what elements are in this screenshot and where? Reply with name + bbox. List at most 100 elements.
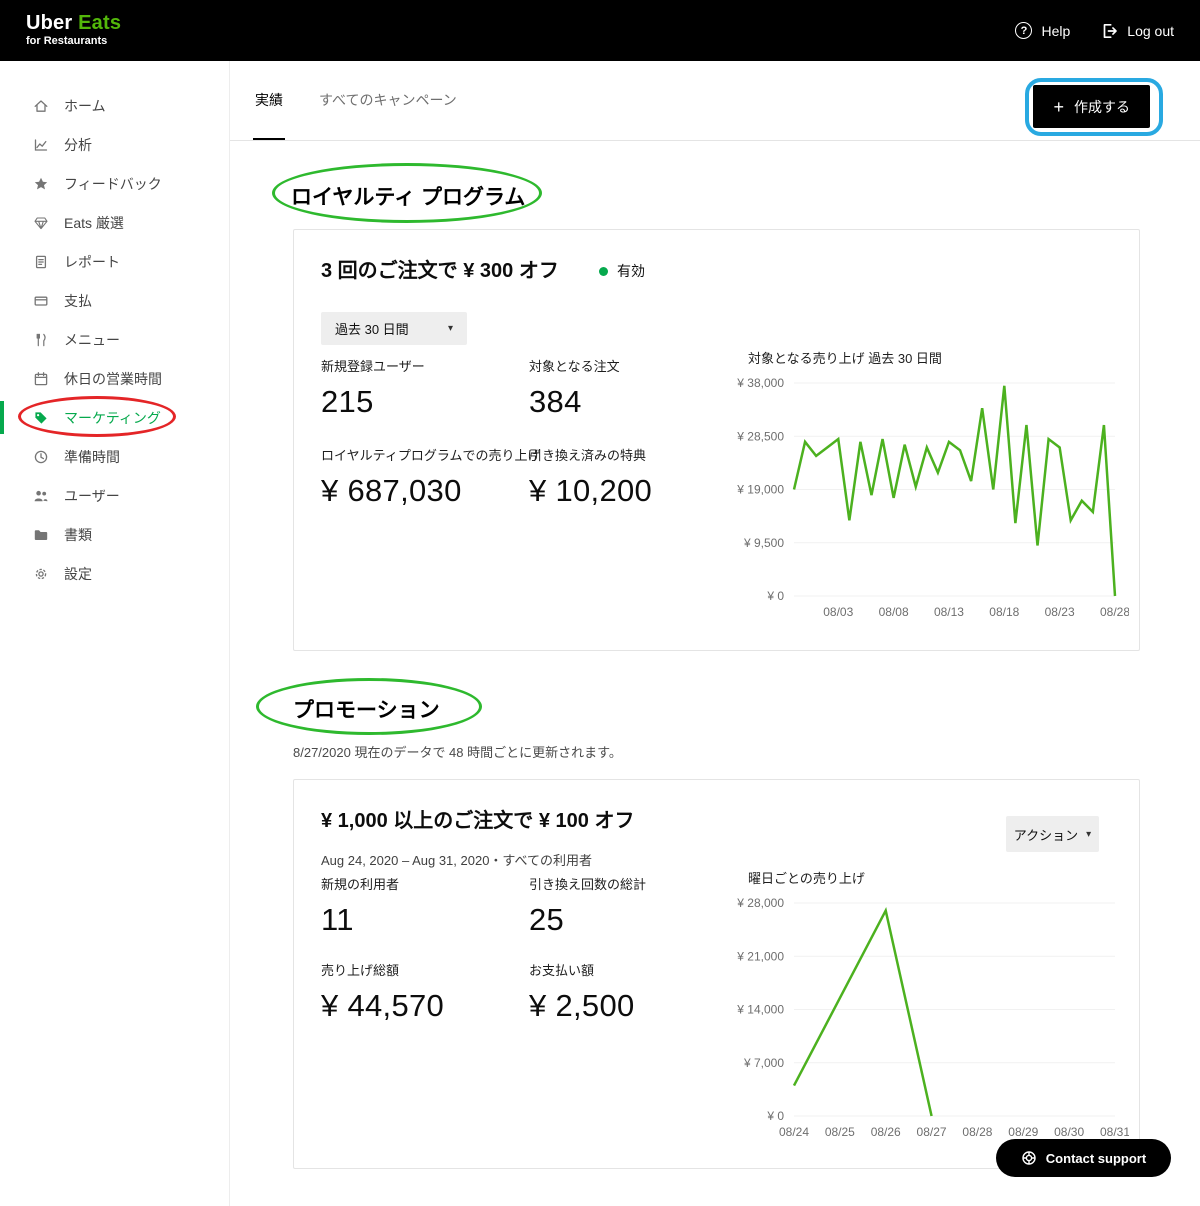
- sidebar-item-label: マーケティング: [64, 409, 161, 426]
- promotion-card: ¥ 1,000 以上のご注文で ¥ 100 オフ アクション ▾ Aug 24,…: [293, 779, 1140, 1169]
- sidebar-item-users[interactable]: ユーザー: [0, 476, 229, 515]
- sidebar-item-reports[interactable]: レポート: [0, 242, 229, 281]
- status-dot-icon: [599, 266, 608, 276]
- svg-text:08/28: 08/28: [962, 1125, 992, 1139]
- sidebar-item-label: 分析: [64, 136, 92, 153]
- stat-value: 11: [321, 902, 354, 937]
- tab-performance[interactable]: 実績: [253, 61, 285, 140]
- create-button-label: 作成する: [1074, 98, 1130, 115]
- promotion-card-title: ¥ 1,000 以上のご注文で ¥ 100 オフ: [321, 810, 635, 832]
- date-range-dropdown[interactable]: 過去 30 日間 ▾: [321, 312, 467, 345]
- stat-label: 対象となる注文: [529, 359, 620, 374]
- loyalty-sales-line-chart: ¥ 0 ¥ 9,500 ¥ 19,000 ¥ 28,500 ¥ 38,000 08/03 0…: [736, 376, 1129, 619]
- sidebar-item-label: 支払: [64, 292, 92, 309]
- sidebar-item-menu[interactable]: メニュー: [0, 320, 229, 359]
- action-dropdown[interactable]: アクション ▾: [1006, 816, 1099, 852]
- contact-support-label: Contact support: [1045, 1150, 1147, 1166]
- tab-all-campaigns[interactable]: すべてのキャンペーン: [317, 61, 459, 140]
- promotion-sales-line-chart: ¥ 0 ¥ 7,000 ¥ 14,000 ¥ 21,000 ¥ 28,000 08/24 0…: [736, 896, 1129, 1139]
- loyalty-section-title: ロイヤルティ プログラム: [291, 186, 526, 209]
- logout-button[interactable]: Log out: [1100, 22, 1174, 40]
- sidebar-item-analytics[interactable]: 分析: [0, 125, 229, 164]
- stat-label: 新規登録ユーザー: [321, 359, 425, 374]
- svg-text:08/28: 08/28: [1100, 605, 1129, 619]
- sidebar-item-label: メニュー: [64, 331, 120, 348]
- svg-text:¥ 0: ¥ 0: [766, 1109, 784, 1123]
- sidebar-item-feedback[interactable]: フィードバック: [0, 164, 229, 203]
- svg-text:08/13: 08/13: [934, 605, 964, 619]
- sidebar-item-holiday-hours[interactable]: 休日の営業時間: [0, 359, 229, 398]
- stat-label: 引き換え済みの特典: [529, 448, 647, 463]
- sidebar-item-payments[interactable]: 支払: [0, 281, 229, 320]
- stat-label: 売り上げ総額: [321, 963, 400, 978]
- chevron-down-icon: ▾: [447, 323, 453, 334]
- sidebar-item-eats-select[interactable]: Eats 厳選: [0, 203, 229, 242]
- sidebar-item-prep-time[interactable]: 準備時間: [0, 437, 229, 476]
- stat-new-customers: 新規の利用者 11: [321, 874, 399, 938]
- svg-text:08/25: 08/25: [825, 1125, 855, 1139]
- sidebar-item-documents[interactable]: 書類: [0, 515, 229, 554]
- logo-subtitle: for Restaurants: [26, 35, 108, 48]
- calendar-icon: [33, 371, 49, 387]
- tab-label: すべてのキャンペーン: [319, 91, 457, 108]
- sidebar-item-settings[interactable]: 設定: [0, 554, 229, 593]
- sidebar: ホーム 分析 フィードバック Eats 厳選 レポート 支払 メニュー 休日の営…: [0, 61, 230, 1206]
- stat-total-sales: 売り上げ総額 ¥ 44,570: [321, 960, 444, 1024]
- stat-value: 215: [321, 384, 374, 419]
- svg-text:¥ 28,000: ¥ 28,000: [736, 896, 784, 910]
- svg-text:¥ 0: ¥ 0: [766, 589, 784, 603]
- chart-title: 曜日ごとの売り上げ: [748, 871, 865, 886]
- svg-text:¥ 38,000: ¥ 38,000: [736, 376, 784, 390]
- sidebar-item-label: ホーム: [64, 97, 106, 114]
- home-icon: [33, 98, 49, 114]
- stat-value: ¥ 10,200: [529, 473, 653, 508]
- sidebar-item-label: Eats 厳選: [64, 214, 124, 231]
- logo-text: Uber Eats: [26, 13, 121, 34]
- svg-text:08/23: 08/23: [1045, 605, 1075, 619]
- analytics-icon: [33, 137, 49, 153]
- sidebar-item-label: 書類: [64, 526, 92, 543]
- sidebar-item-home[interactable]: ホーム: [0, 86, 229, 125]
- svg-text:¥ 21,000: ¥ 21,000: [736, 949, 784, 963]
- svg-text:08/26: 08/26: [871, 1125, 901, 1139]
- svg-text:08/31: 08/31: [1100, 1125, 1129, 1139]
- document-icon: [33, 254, 49, 270]
- promotion-chart: 曜日ごとの売り上げ ¥ 0 ¥ 7,000 ¥ 14,000 ¥ 21,000 ¥ 28…: [724, 868, 1129, 1146]
- sidebar-item-label: レポート: [64, 253, 120, 270]
- help-button[interactable]: ? Help: [1015, 22, 1070, 39]
- users-icon: [33, 488, 49, 504]
- logout-label: Log out: [1127, 22, 1174, 39]
- sidebar-item-label: 設定: [64, 565, 92, 582]
- stat-value: 25: [529, 902, 565, 937]
- main-content: 実績 すべてのキャンペーン + 作成する: [230, 61, 1200, 141]
- uber-eats-logo[interactable]: Uber Eats for Restaurants: [26, 13, 121, 48]
- loyalty-chart: 対象となる売り上げ 過去 30 日間 ¥ 0 ¥ 9,500 ¥ 19,000 ¥ 2…: [724, 348, 1129, 626]
- card-icon: [33, 293, 49, 309]
- svg-text:08/24: 08/24: [779, 1125, 809, 1139]
- help-icon: ?: [1015, 22, 1033, 39]
- stat-amount-paid: お支払い額 ¥ 2,500: [529, 960, 635, 1024]
- svg-text:¥ 28,500: ¥ 28,500: [736, 429, 784, 443]
- create-button[interactable]: + 作成する: [1033, 85, 1150, 128]
- svg-text:¥ 9,500: ¥ 9,500: [743, 536, 784, 550]
- stat-label: お支払い額: [529, 963, 595, 978]
- contact-support-button[interactable]: Contact support: [996, 1139, 1171, 1177]
- svg-text:08/18: 08/18: [989, 605, 1019, 619]
- svg-text:08/27: 08/27: [917, 1125, 947, 1139]
- sidebar-item-label: ユーザー: [64, 487, 120, 504]
- star-icon: [33, 176, 49, 192]
- stat-value: ¥ 687,030: [321, 473, 462, 508]
- promotion-section-title: プロモーション: [293, 699, 440, 722]
- tab-bar: 実績 すべてのキャンペーン + 作成する: [230, 61, 1200, 141]
- svg-text:08/03: 08/03: [823, 605, 853, 619]
- sidebar-item-marketing[interactable]: マーケティング: [0, 398, 229, 437]
- stat-redeemed-rewards: 引き換え済みの特典 ¥ 10,200: [529, 445, 652, 509]
- logo-eats: Eats: [78, 12, 122, 35]
- action-dropdown-label: アクション: [1013, 827, 1079, 843]
- help-label: Help: [1041, 22, 1071, 39]
- sidebar-item-label: 休日の営業時間: [64, 370, 162, 387]
- stat-label: 新規の利用者: [321, 877, 400, 892]
- stat-value: 384: [529, 384, 582, 419]
- chart-title: 対象となる売り上げ 過去 30 日間: [748, 351, 942, 366]
- stat-label: ロイヤルティプログラムでの売り上げ: [321, 448, 541, 463]
